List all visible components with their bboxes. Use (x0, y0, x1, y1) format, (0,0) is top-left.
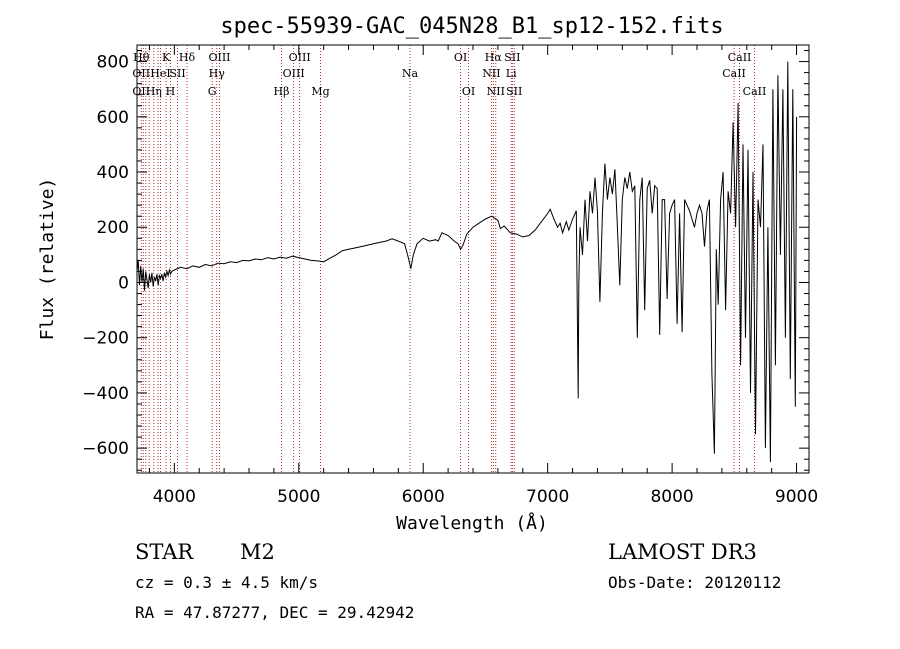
line-label: Hα (485, 51, 503, 64)
line-label: SII (506, 85, 522, 98)
x-axis-label: Wavelength (Å) (396, 512, 548, 534)
line-label: H (166, 85, 176, 98)
line-label: HeI (150, 67, 170, 80)
line-label: SII (169, 67, 185, 80)
coordinates-readout: RA = 47.87277, DEC = 29.42942 (135, 603, 415, 622)
redshift-readout: cz = 0.3 ± 4.5 km/s (135, 573, 319, 592)
line-label: NII (487, 85, 505, 98)
emission-line-labels: HθOIIOIIHηHeIKHSIIHδGHγOIIIHβOIIIOIIIMgN… (132, 51, 766, 98)
line-label: Hη (146, 85, 162, 98)
plot-frame (136, 44, 810, 474)
y-tick-label: −400 (82, 384, 129, 404)
object-class: STAR (135, 540, 194, 564)
line-label: Hβ (274, 85, 290, 98)
line-label: Li (506, 67, 517, 80)
x-tick-label: 9000 (775, 487, 818, 507)
line-label: OI (462, 85, 475, 98)
x-tick-label: 4000 (153, 487, 196, 507)
y-tick-label: 0 (118, 273, 129, 293)
spectrum-series-line (136, 61, 798, 463)
y-tick-label: −200 (82, 329, 129, 349)
line-label: CaII (743, 85, 767, 98)
survey-name: LAMOST DR3 (608, 540, 757, 564)
y-tick-label: −600 (82, 439, 129, 459)
line-label: OIII (283, 67, 305, 80)
y-tick-label: 200 (97, 218, 129, 238)
object-subclass: M2 (240, 540, 275, 564)
emission-line-markers (140, 45, 755, 473)
line-label: Mg (311, 85, 329, 98)
line-label: G (208, 85, 217, 98)
x-axis: 4000 5000 6000 7000 8000 9000 (148, 45, 818, 507)
line-label: CaII (722, 67, 746, 80)
line-label: Hγ (209, 67, 226, 80)
line-label: Hδ (179, 51, 196, 64)
x-tick-label: 8000 (650, 487, 693, 507)
chart-title: spec-55939-GAC_045N28_B1_sp12-152.fits (220, 14, 723, 39)
line-label: OI (454, 51, 467, 64)
y-tick-label: 600 (97, 108, 129, 128)
line-label: OII (132, 67, 150, 80)
y-axis: −600 −400 −200 0 200 400 600 800 (82, 50, 809, 471)
line-label: Na (402, 67, 419, 80)
line-label: NII (482, 67, 500, 80)
line-label: SII (504, 51, 520, 64)
y-tick-label: 400 (97, 163, 129, 183)
line-label: OIII (208, 51, 230, 64)
y-tick-label: 800 (97, 53, 129, 73)
x-tick-label: 7000 (526, 487, 569, 507)
x-tick-label: 6000 (402, 487, 445, 507)
line-label: OIII (289, 51, 311, 64)
y-axis-label: Flux (relative) (37, 178, 58, 341)
observation-date: Obs-Date: 20120112 (608, 573, 782, 592)
x-tick-label: 5000 (277, 487, 320, 507)
line-label: K (162, 51, 171, 64)
line-label: CaII (728, 51, 752, 64)
